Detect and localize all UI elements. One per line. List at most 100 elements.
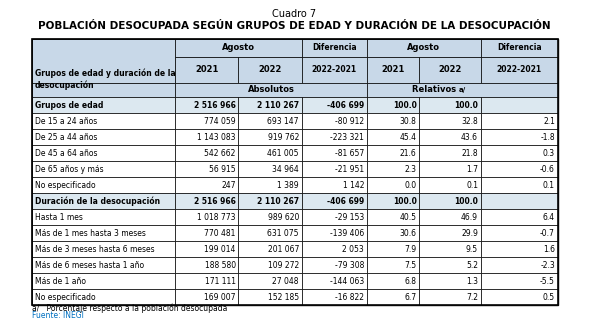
Text: 1 018 773: 1 018 773: [197, 213, 236, 222]
Text: 2022-2021: 2022-2021: [312, 65, 357, 75]
Text: 631 075: 631 075: [267, 228, 299, 237]
Text: 1.7: 1.7: [466, 165, 478, 173]
Bar: [302, 257, 367, 273]
Text: -406 699: -406 699: [327, 196, 364, 205]
Bar: [239, 129, 302, 145]
Text: Más de 6 meses hasta 1 año: Más de 6 meses hasta 1 año: [35, 260, 144, 270]
Text: 100.0: 100.0: [454, 100, 478, 110]
Text: -2.3: -2.3: [540, 260, 555, 270]
Text: 693 147: 693 147: [267, 117, 299, 125]
Text: 30.8: 30.8: [400, 117, 416, 125]
Text: -0.7: -0.7: [540, 228, 555, 237]
Bar: [302, 113, 367, 129]
Bar: [175, 289, 239, 305]
Text: De 15 a 24 años: De 15 a 24 años: [35, 117, 97, 125]
Text: -144 063: -144 063: [330, 276, 364, 285]
Text: 0.0: 0.0: [405, 180, 416, 190]
Text: 169 007: 169 007: [204, 293, 236, 302]
Text: Absolutos: Absolutos: [247, 86, 294, 95]
Bar: [419, 113, 481, 129]
Bar: [367, 97, 419, 113]
Bar: [481, 129, 558, 145]
Text: -16 822: -16 822: [335, 293, 364, 302]
Text: No especificado: No especificado: [35, 180, 95, 190]
Text: 2.3: 2.3: [405, 165, 416, 173]
Text: 7.2: 7.2: [466, 293, 478, 302]
Bar: [175, 177, 239, 193]
Text: 56 915: 56 915: [209, 165, 236, 173]
Bar: [239, 57, 302, 83]
Text: -29 153: -29 153: [335, 213, 364, 222]
Text: 45.4: 45.4: [399, 133, 416, 142]
Bar: [175, 225, 239, 241]
Bar: [302, 161, 367, 177]
Bar: [419, 129, 481, 145]
Text: 43.6: 43.6: [461, 133, 478, 142]
Text: 1.6: 1.6: [543, 245, 555, 253]
Text: 0.5: 0.5: [543, 293, 555, 302]
Bar: [175, 57, 239, 83]
Bar: [175, 209, 239, 225]
Text: a/: a/: [459, 87, 466, 93]
Bar: [239, 145, 302, 161]
Text: 46.9: 46.9: [461, 213, 478, 222]
Text: Grupos de edad: Grupos de edad: [35, 100, 103, 110]
Bar: [367, 209, 419, 225]
Text: 100.0: 100.0: [393, 196, 416, 205]
Text: Más de 1 mes hasta 3 meses: Más de 1 mes hasta 3 meses: [35, 228, 145, 237]
Bar: [175, 145, 239, 161]
Text: a/   Porcentaje respecto a la población desocupada: a/ Porcentaje respecto a la población de…: [32, 303, 227, 313]
Bar: [32, 273, 175, 289]
Bar: [32, 129, 175, 145]
Text: 0.1: 0.1: [543, 180, 555, 190]
Text: Más de 1 año: Más de 1 año: [35, 276, 86, 285]
Bar: [239, 225, 302, 241]
Bar: [367, 113, 419, 129]
Text: 2 053: 2 053: [342, 245, 364, 253]
Bar: [481, 257, 558, 273]
Text: 247: 247: [221, 180, 236, 190]
Text: POBLACIÓN DESOCUPADA SEGÚN GRUPOS DE EDAD Y DURACIÓN DE LA DESOCUPACIÓN: POBLACIÓN DESOCUPADA SEGÚN GRUPOS DE EDA…: [38, 21, 551, 31]
Bar: [32, 289, 175, 305]
Bar: [481, 225, 558, 241]
Text: Hasta 1 mes: Hasta 1 mes: [35, 213, 82, 222]
Bar: [481, 289, 558, 305]
Bar: [302, 39, 367, 57]
Text: -80 912: -80 912: [335, 117, 364, 125]
Bar: [32, 193, 175, 209]
Text: 201 067: 201 067: [267, 245, 299, 253]
Text: 1 143 083: 1 143 083: [197, 133, 236, 142]
Bar: [32, 257, 175, 273]
Text: 27 048: 27 048: [273, 276, 299, 285]
Text: -406 699: -406 699: [327, 100, 364, 110]
Bar: [367, 39, 481, 57]
Text: 2 110 267: 2 110 267: [257, 100, 299, 110]
Bar: [367, 145, 419, 161]
Bar: [367, 83, 558, 97]
Text: Relativos: Relativos: [412, 86, 459, 95]
Bar: [419, 209, 481, 225]
Text: 40.5: 40.5: [399, 213, 416, 222]
Bar: [367, 273, 419, 289]
Bar: [302, 57, 367, 83]
Text: -139 406: -139 406: [330, 228, 364, 237]
Bar: [302, 177, 367, 193]
Bar: [419, 257, 481, 273]
Bar: [32, 113, 175, 129]
Text: 2021: 2021: [381, 65, 405, 75]
Text: 2.1: 2.1: [543, 117, 555, 125]
Text: -1.8: -1.8: [540, 133, 555, 142]
Bar: [419, 193, 481, 209]
Text: -81 657: -81 657: [335, 148, 364, 157]
Text: -21 951: -21 951: [335, 165, 364, 173]
Text: No especificado: No especificado: [35, 293, 95, 302]
Text: 21.8: 21.8: [461, 148, 478, 157]
Text: Cuadro 7: Cuadro 7: [272, 9, 316, 19]
Bar: [419, 57, 481, 83]
Bar: [302, 241, 367, 257]
Text: De 45 a 64 años: De 45 a 64 años: [35, 148, 97, 157]
Bar: [239, 241, 302, 257]
Bar: [481, 57, 558, 83]
Bar: [239, 161, 302, 177]
Text: 29.9: 29.9: [461, 228, 478, 237]
